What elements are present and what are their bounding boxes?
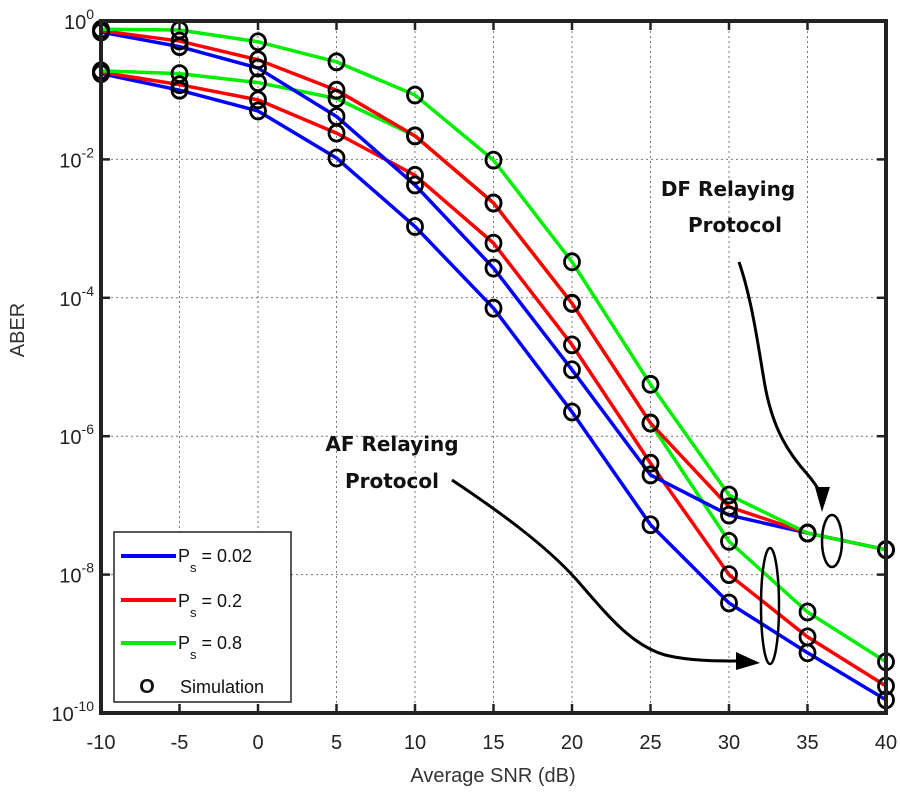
simulation-marker (720, 497, 738, 517)
df-annotation-line2: Protocol (688, 213, 782, 237)
legend-label: Ps = 0.2 (178, 591, 242, 620)
series-line-df-ps-0.8 (100, 27, 887, 552)
simulation-marker (406, 175, 424, 195)
simulation-marker (327, 148, 346, 168)
simulation-marker (641, 465, 660, 485)
simulation-marker (641, 413, 660, 433)
x-tick-labels: -10 -5 0 5 10 15 20 25 30 35 40 (87, 732, 898, 754)
legend-label: Ps = 0.8 (178, 633, 242, 662)
simulation-marker (249, 73, 267, 92)
simulation-marker (484, 258, 503, 278)
legend-entry-ps-0.02: Ps = 0.02 (121, 546, 252, 575)
simulation-marker (327, 80, 346, 100)
simulation-marker (249, 101, 267, 121)
simulation-marker (563, 402, 581, 422)
series-line-df-ps-0.2 (100, 28, 887, 552)
y-tick-labels: 100 10-2 10-4 10-6 10-8 10-10 (52, 6, 95, 726)
af-arrow (451, 478, 743, 663)
simulation-marker (798, 627, 817, 647)
legend: Ps = 0.02 Ps = 0.2 Ps = 0.8 O Simulation (113, 531, 292, 703)
legend-entry-simulation: O Simulation (139, 676, 264, 698)
simulation-marker (563, 252, 581, 272)
y-tick-label: 10-10 (52, 698, 95, 726)
simulation-marker (720, 565, 738, 584)
simulation-marker (720, 593, 738, 613)
df-arrowhead-icon (815, 487, 830, 512)
x-tick-label: 0 (252, 732, 263, 754)
legend-entry-ps-0.2: Ps = 0.2 (121, 591, 242, 620)
simulation-marker (327, 52, 346, 72)
simulation-marker (798, 602, 817, 622)
y-tick-label: 10-4 (59, 283, 94, 311)
simulation-marker (563, 360, 581, 380)
x-tick-label: 20 (561, 732, 583, 754)
simulation-marker (641, 515, 660, 535)
y-tick-label: 10-8 (59, 560, 94, 588)
simulation-marker (406, 165, 424, 185)
af-arrowhead-icon (736, 652, 760, 670)
af-annotation-line1: AF Relaying (325, 432, 458, 456)
y-tick-label: 100 (64, 6, 94, 34)
y-tick-label: 10-2 (59, 144, 94, 172)
legend-entry-ps-0.8: Ps = 0.8 (121, 633, 242, 662)
simulation-marker (720, 531, 738, 551)
simulation-marker (484, 150, 503, 170)
simulation-marker (563, 293, 581, 313)
simulation-marker (249, 50, 267, 70)
x-tick-label: 25 (639, 732, 661, 754)
simulation-marker (406, 126, 424, 146)
x-tick-label: 5 (331, 732, 342, 754)
x-axis-label: Average SNR (dB) (410, 765, 575, 787)
af-annotation-line2: Protocol (345, 469, 439, 493)
af-annotation: AF Relaying Protocol (325, 432, 781, 670)
df-annotation-line1: DF Relaying (661, 177, 795, 201)
x-tick-label: 15 (482, 732, 504, 754)
x-tick-label: 40 (875, 732, 897, 754)
simulation-marker (720, 485, 738, 505)
df-annotation: DF Relaying Protocol (661, 177, 844, 569)
legend-box (113, 531, 292, 703)
simulation-marker (170, 75, 189, 95)
simulation-marker (641, 453, 660, 473)
simulation-marker (563, 335, 581, 355)
circle-marker-icon: O (139, 676, 155, 698)
y-tick-label: 10-6 (59, 421, 94, 449)
x-tick-label: 35 (796, 732, 818, 754)
simulation-marker (406, 217, 424, 236)
simulation-marker (249, 58, 267, 78)
series-lines (100, 27, 887, 702)
df-arrow (737, 261, 824, 501)
x-tick-label: -10 (87, 732, 116, 754)
simulation-marker (327, 89, 346, 108)
legend-label: Ps = 0.02 (178, 546, 252, 575)
simulation-marker (641, 374, 660, 394)
simulation-marker (484, 233, 503, 253)
series-line-df-ps-0.02 (100, 30, 887, 552)
axis-ticks (99, 19, 888, 715)
simulation-marker (170, 64, 189, 83)
simulation-marker (327, 107, 346, 126)
simulation-marker (484, 193, 503, 213)
x-tick-label: 30 (718, 732, 740, 754)
af-group-ellipse (759, 546, 781, 666)
simulation-marker (798, 523, 817, 543)
simulation-marker (249, 32, 267, 52)
simulation-marker (484, 298, 503, 318)
series-line-af-ps-0.02 (100, 71, 887, 702)
y-axis-label: ABER (7, 303, 29, 357)
x-tick-label: -5 (171, 732, 189, 754)
simulation-marker (170, 31, 189, 51)
series-line-af-ps-0.2 (100, 70, 887, 688)
legend-label: Simulation (180, 677, 264, 697)
simulation-marker (720, 505, 738, 525)
simulation-marker (406, 85, 424, 105)
df-group-ellipse (820, 513, 844, 569)
x-tick-label: 10 (404, 732, 426, 754)
